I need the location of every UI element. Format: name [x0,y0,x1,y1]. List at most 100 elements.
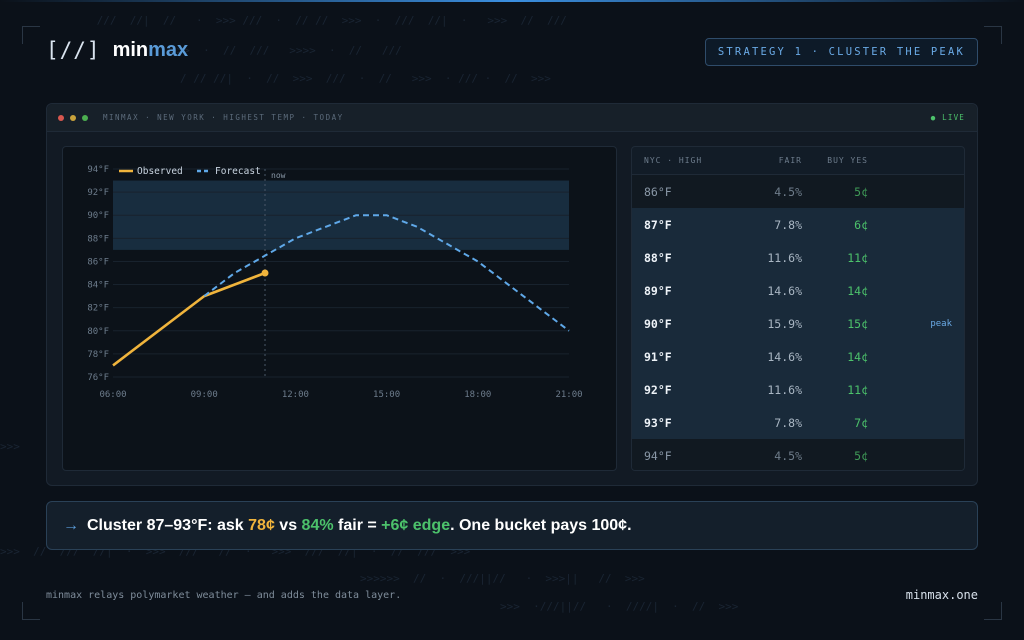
y-tick-label: 80°F [87,327,109,337]
y-tick-label: 94°F [87,165,109,175]
x-tick-label: 15:00 [373,390,400,400]
x-tick-label: 18:00 [464,390,491,400]
x-tick-label: 09:00 [191,390,218,400]
window-title: MINMAX · NEW YORK · HIGHEST TEMP · TODAY [103,113,344,122]
temperature-chart-panel: 76°F 78°F 80°F 82°F 84°F 86°F 88°F 90°F 92°F 94°F… [62,146,617,471]
footer-tagline: minmax relays polymarket weather — and a… [46,590,402,601]
y-tick-label: 78°F [87,350,109,360]
header-bucket: NYC · HIGH [644,156,703,165]
logo-max: max [148,38,189,61]
table-row[interactable]: 93°F 7.8% 7¢ [632,406,964,439]
peak-tag: peak [930,319,952,329]
logo-wordmark: minmax [113,39,189,62]
fair-cell: 11.6% [767,251,802,265]
x-tick-label: 06:00 [99,390,126,400]
buy-yes-cell: 15¢ [847,317,868,331]
buy-yes-cell: 5¢ [854,185,868,199]
table-row[interactable]: 88°F 11.6% 11¢ [632,241,964,274]
table-row[interactable]: 94°F 4.5% 5¢ [632,439,964,470]
fair-cell: 7.8% [774,218,802,232]
callout-text-2: vs [274,516,302,534]
close-window-icon[interactable] [58,115,64,121]
corner-bracket [22,602,40,620]
bucket-cell: 89°F [644,284,672,298]
background-pattern: >>> ·///||// · ////| · // >>> [500,600,739,613]
live-status: ● LIVE [930,113,965,122]
background-pattern: >>> [0,440,20,453]
fair-cell: 4.5% [774,185,802,199]
strategy-badge: STRATEGY 1 · CLUSTER THE PEAK [704,38,978,66]
buy-yes-cell: 11¢ [847,383,868,397]
app-window: MINMAX · NEW YORK · HIGHEST TEMP · TODAY… [46,103,978,486]
bucket-cell: 93°F [644,416,672,430]
footer-site-link[interactable]: minmax.one [905,588,978,602]
x-tick-label: 21:00 [555,390,582,400]
table-row[interactable]: 89°F 14.6% 14¢ [632,274,964,307]
y-tick-label: 90°F [87,211,109,221]
now-label: now [271,171,286,180]
window-titlebar: MINMAX · NEW YORK · HIGHEST TEMP · TODAY… [47,104,977,132]
temperature-chart: 76°F 78°F 80°F 82°F 84°F 86°F 88°F 90°F 92°F 94°F… [87,165,582,400]
bucket-table: NYC · HIGH FAIR BUY YES 86°F 4.5% 5¢ 87°F 7.… [631,146,965,471]
table-header: NYC · HIGH FAIR BUY YES [632,147,964,175]
table-row[interactable]: 86°F 4.5% 5¢ [632,175,964,208]
callout-text-3: fair = [333,516,382,534]
y-tick-label: 92°F [87,188,109,198]
legend-label: Observed [137,166,183,177]
arrow-right-icon: → [63,516,79,534]
top-accent-line [0,0,1024,2]
bucket-cell: 87°F [644,218,672,232]
bucket-cell: 86°F [644,185,672,199]
bucket-cell: 91°F [644,350,672,364]
maximize-window-icon[interactable] [82,115,88,121]
fair-cell: 14.6% [767,284,802,298]
header-fair: FAIR [778,156,802,165]
observed-series-line [112,271,266,367]
corner-bracket [984,26,1002,44]
fair-cell: 7.8% [774,416,802,430]
fair-cell: 4.5% [774,449,802,463]
strategy-callout: → Cluster 87–93°F: ask 78¢ vs 84% fair = … [46,501,978,550]
corner-bracket [984,602,1002,620]
table-row[interactable]: 87°F 7.8% 6¢ [632,208,964,241]
buy-yes-cell: 14¢ [847,284,868,298]
legend-label: Forecast [215,166,261,177]
logo-min: min [112,38,149,61]
buy-yes-cell: 14¢ [847,350,868,364]
callout-fair: 84% [301,516,334,534]
buy-yes-cell: 6¢ [854,218,868,232]
fair-cell: 14.6% [767,350,802,364]
table-row[interactable]: 92°F 11.6% 11¢ [632,373,964,406]
fair-cell: 15.9% [767,317,802,331]
y-tick-label: 82°F [87,304,109,314]
y-tick-label: 84°F [87,281,109,291]
corner-bracket [22,26,40,44]
logo[interactable]: [//] minmax [46,38,188,62]
callout-ask: 78¢ [248,516,275,534]
y-tick-label: 86°F [87,257,109,267]
bucket-cell: 90°F [644,317,672,331]
bucket-cell: 94°F [644,449,672,463]
callout-edge: +6¢ edge [381,516,451,534]
y-tick-label: 76°F [87,373,109,383]
background-pattern: >>>>>> // · ///||// · >>>|| // >>> [360,572,645,585]
buy-yes-cell: 11¢ [847,251,868,265]
callout-text-4: . One bucket pays 100¢. [450,516,632,534]
table-row[interactable]: 90°F 15.9% 15¢ peak [632,307,964,340]
x-tick-label: 12:00 [282,390,309,400]
buy-yes-cell: 7¢ [854,416,868,430]
background-pattern: /// //| // · >>> /// · // // >>> · /// /… [90,14,567,27]
background-pattern: / // //| · // >>> /// · // >>> · /// · /… [180,72,551,85]
background-pattern: >>> · // /// >>>> · // /// [170,44,402,57]
observed-latest-point [261,269,269,277]
forecast-series-line [203,214,570,332]
header-buy-yes: BUY YES [827,156,868,165]
bucket-cell: 88°F [644,251,672,265]
y-tick-label: 88°F [87,234,109,244]
buy-yes-cell: 5¢ [854,449,868,463]
bucket-cell: 92°F [644,383,672,397]
fair-cell: 11.6% [767,383,802,397]
minimize-window-icon[interactable] [70,115,76,121]
table-row[interactable]: 91°F 14.6% 14¢ [632,340,964,373]
logo-mark: [//] [46,38,101,62]
